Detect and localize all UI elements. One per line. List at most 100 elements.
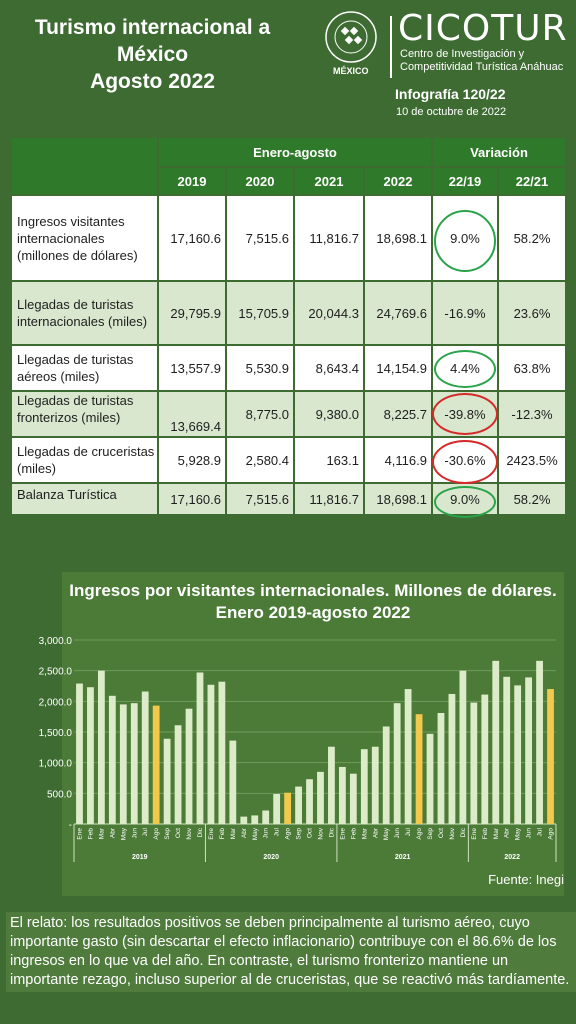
cell-2019: 17,160.6 (159, 196, 225, 280)
bar (338, 766, 346, 824)
university-country: MÉXICO (333, 66, 369, 76)
row-label: Balanza Turística (12, 484, 157, 514)
x-tick-label: Jul (274, 827, 281, 836)
cell-var-22-21: 58.2% (499, 484, 565, 514)
logo-divider (390, 16, 392, 78)
bar (97, 670, 105, 824)
bar (459, 670, 467, 824)
x-tick-label: Ago (416, 828, 423, 840)
infografia-number: Infografía 120/22 (395, 86, 506, 102)
bar (328, 746, 335, 824)
page-title: Turismo internacional a México Agosto 20… (10, 14, 295, 95)
negative-highlight-circle (432, 440, 498, 484)
y-tick-label: 1,500.0 (39, 728, 73, 739)
x-tick-label: Sep (164, 828, 171, 840)
bar (393, 703, 401, 824)
table-row: Balanza Turística 17,160.6 7,515.6 11,81… (12, 484, 565, 514)
row-label: Llegadas de cruceristas (miles) (12, 438, 157, 482)
cell-2021: 20,044.3 (295, 282, 363, 344)
bar (415, 714, 423, 824)
x-tick-label: Jul (142, 827, 149, 836)
bar (547, 689, 554, 824)
x-tick-label: Sep (296, 828, 303, 840)
x-tick-label: Ene (76, 828, 83, 840)
bar (196, 672, 204, 824)
bar (185, 708, 193, 824)
cell-2020: 7,515.6 (227, 484, 293, 514)
bar (437, 712, 445, 824)
x-tick-label: Abr (109, 827, 116, 838)
row-label: Ingresos visitantes internacionales (mil… (12, 196, 157, 280)
x-tick-label: Jun (394, 828, 401, 839)
bar (470, 702, 478, 824)
x-tick-label: May (515, 827, 522, 840)
x-tick-label: Ene (471, 828, 478, 840)
x-tick-label: Feb (350, 828, 357, 840)
bar (426, 733, 434, 824)
university-seal-icon (325, 11, 377, 63)
cell-var-22-19: -16.9% (433, 282, 497, 344)
y-tick-label: 3,000.0 (39, 636, 73, 647)
x-tick-label: Mar (230, 827, 237, 839)
brand-subtitle-2: Competitividad Turística Anáhuac (400, 61, 564, 73)
x-tick-label: Oct (175, 828, 182, 838)
year-header: 2019 (159, 168, 225, 194)
cell-2020: 8,775.0 (227, 392, 293, 436)
bar (525, 677, 533, 824)
cell-2019: 29,795.9 (159, 282, 225, 344)
bar (448, 693, 456, 824)
cell-2020: 7,515.6 (227, 196, 293, 280)
variation-header: 22/19 (433, 168, 497, 194)
cell-2022: 4,116.9 (365, 438, 431, 482)
x-tick-label: Feb (482, 828, 489, 840)
title-line-1: Turismo internacional a (34, 16, 271, 39)
cell-2020: 2,580.4 (227, 438, 293, 482)
variation-header: 22/21 (499, 168, 565, 194)
bar (141, 691, 149, 824)
year-label: 2019 (132, 854, 148, 861)
x-tick-label: Abr (372, 827, 379, 838)
bar (295, 786, 302, 824)
cell-var-22-21: 63.8% (499, 346, 565, 390)
x-tick-label: Oct (438, 828, 445, 838)
title-line-3: Agosto 2022 (90, 70, 215, 93)
table-corner (12, 138, 157, 194)
y-tick-label: 1,000.0 (39, 759, 73, 770)
bar (503, 676, 511, 824)
bar (218, 681, 226, 824)
x-tick-label: Abr (241, 827, 248, 838)
cell-2021: 11,816.7 (295, 484, 363, 514)
bar (404, 689, 412, 824)
publication-date: 10 de octubre de 2022 (396, 106, 507, 118)
bar (76, 683, 83, 824)
x-tick-label: Feb (219, 828, 226, 840)
cell-2020: 15,705.9 (227, 282, 293, 344)
positive-highlight-circle (434, 486, 496, 518)
x-tick-label: Oct (307, 828, 314, 838)
bar (130, 703, 138, 824)
cell-2022: 24,769.6 (365, 282, 431, 344)
x-tick-label: Jul (537, 827, 544, 836)
x-tick-label: Jul (405, 827, 412, 836)
cell-2021: 8,643.4 (295, 346, 363, 390)
x-tick-label: Abr (504, 827, 511, 838)
bar (284, 792, 292, 824)
bar (382, 726, 390, 824)
group-period-header: Enero-agosto (159, 138, 431, 166)
x-tick-label: Nov (449, 827, 456, 839)
year-label: 2022 (504, 854, 520, 861)
y-tick-label: 2,000.0 (39, 697, 73, 708)
cell-2019: 5,928.9 (159, 438, 225, 482)
year-label: 2020 (263, 854, 279, 861)
x-tick-label: May (383, 827, 390, 840)
narrative-text: El relato: los resultados positivos se d… (6, 912, 576, 992)
x-tick-label: Ene (339, 828, 346, 840)
bar (240, 816, 248, 824)
bar (317, 771, 324, 824)
bar (87, 687, 94, 824)
year-label: 2021 (395, 854, 411, 861)
x-tick-label: Nov (317, 827, 324, 839)
table-row: Llegadas de turistas internacionales (mi… (12, 282, 565, 344)
bar (371, 746, 379, 824)
title-line-2: México (116, 43, 189, 66)
